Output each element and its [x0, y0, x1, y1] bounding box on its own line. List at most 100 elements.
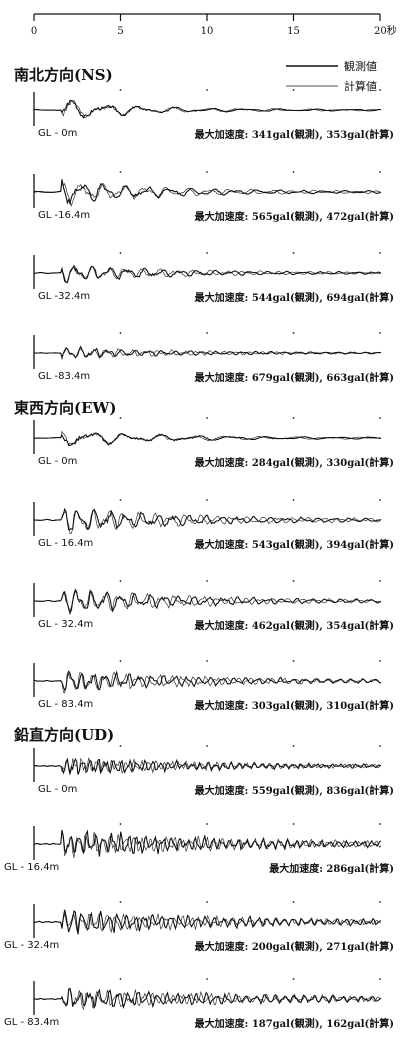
calculated-waveform: [33, 182, 382, 208]
grid-dot: [379, 823, 381, 825]
observed-waveform: [33, 757, 382, 775]
observed-waveform: [33, 507, 382, 531]
peak-acceleration-label: 最大加速度: 303gal(観測), 310gal(計算): [195, 699, 394, 712]
trace-panel: GL - 16.4m 最大加速度: 543gal(観測), 394gal(計算): [33, 499, 394, 551]
grid-dot: [292, 745, 295, 747]
grid-dot: [119, 332, 122, 334]
section-title: 東西方向(EW): [14, 399, 116, 417]
grid-dot: [292, 499, 295, 501]
peak-acceleration-label: 最大加速度: 286gal(計算): [269, 862, 394, 875]
calculated-waveform: [33, 912, 382, 934]
calculated-waveform: [33, 507, 382, 535]
grid-dot: [119, 823, 122, 825]
time-axis: 0 5 10 15 20秒: [31, 13, 397, 37]
depth-label: GL - 32.4m: [38, 619, 93, 630]
grid-dot: [292, 978, 295, 980]
trace-panel: GL -16.4m 最大加速度: 565gal(観測), 472gal(計算): [33, 171, 394, 223]
observed-waveform: [34, 345, 382, 359]
grid-dot: [379, 580, 381, 582]
trace-panel: GL -32.4m 最大加速度: 544gal(観測), 694gal(計算): [33, 252, 394, 304]
trace-panel: GL - 83.4m 最大加速度: 303gal(観測), 310gal(計算): [33, 660, 394, 712]
peak-acceleration-label: 最大加速度: 543gal(観測), 394gal(計算): [195, 538, 394, 551]
trace-panel: GL - 16.4m 最大加速度: 286gal(計算): [4, 823, 394, 875]
calculated-waveform: [33, 829, 382, 859]
grid-dot: [206, 252, 208, 254]
trace-panel: GL - 32.4m 最大加速度: 200gal(観測), 271gal(計算): [4, 901, 394, 953]
grid-dot: [379, 417, 381, 419]
grid-dot: [206, 745, 208, 747]
trace-panel: GL - 32.4m 最大加速度: 462gal(観測), 354gal(計算): [33, 580, 394, 632]
grid-dot: [379, 901, 381, 903]
observed-waveform: [33, 99, 382, 119]
trace-panel: GL - 0m 最大加速度: 284gal(観測), 330gal(計算): [33, 417, 394, 469]
grid-dot: [379, 332, 381, 334]
time-tick-label: 20秒: [374, 24, 397, 37]
grid-dot: [292, 332, 295, 334]
time-tick-label: 15: [287, 26, 300, 37]
trace-panel: GL - 0m 最大加速度: 559gal(観測), 836gal(計算): [33, 745, 394, 797]
peak-acceleration-label: 最大加速度: 679gal(観測), 663gal(計算): [195, 371, 394, 384]
grid-dot: [379, 745, 381, 747]
observed-waveform: [33, 265, 381, 284]
grid-dot: [119, 580, 122, 582]
depth-label: GL - 83.4m: [4, 1017, 59, 1028]
grid-dot: [206, 823, 208, 825]
grid-dot: [292, 89, 295, 91]
peak-acceleration-label: 最大加速度: 284gal(観測), 330gal(計算): [195, 456, 394, 469]
grid-dot: [206, 332, 208, 334]
time-tick-label: 5: [117, 26, 123, 37]
time-tick-label: 10: [201, 26, 214, 37]
depth-label: GL - 32.4m: [4, 940, 59, 951]
peak-acceleration-label: 最大加速度: 565gal(観測), 472gal(計算): [195, 210, 394, 223]
grid-dot: [119, 660, 122, 662]
grid-dot: [119, 171, 122, 173]
grid-dot: [206, 901, 208, 903]
grid-dot: [379, 171, 381, 173]
grid-dot: [119, 901, 122, 903]
peak-acceleration-label: 最大加速度: 187gal(観測), 162gal(計算): [195, 1017, 394, 1030]
peak-acceleration-label: 最大加速度: 462gal(観測), 354gal(計算): [195, 619, 394, 632]
grid-dot: [379, 499, 381, 501]
observed-waveform: [33, 909, 382, 935]
grid-dot: [292, 823, 295, 825]
observed-waveform: [33, 179, 382, 206]
grid-dot: [206, 978, 208, 980]
grid-dot: [206, 580, 208, 582]
depth-label: GL - 16.4m: [4, 862, 59, 873]
trace-panel: GL - 83.4m 最大加速度: 187gal(観測), 162gal(計算): [4, 978, 394, 1030]
time-tick-label: 0: [31, 26, 37, 37]
legend-label: 計算値: [344, 79, 377, 93]
observed-waveform: [33, 588, 382, 615]
grid-dot: [379, 89, 381, 91]
depth-label: GL -32.4m: [38, 291, 90, 302]
depth-label: GL - 0m: [38, 784, 77, 795]
grid-dot: [206, 660, 208, 662]
section-title: 南北方向(NS): [14, 66, 113, 84]
grid-dot: [379, 660, 381, 662]
depth-label: GL -16.4m: [38, 210, 90, 221]
legend-label: 観測値: [344, 59, 377, 73]
peak-acceleration-label: 最大加速度: 341gal(観測), 353gal(計算): [195, 128, 394, 141]
grid-dot: [119, 252, 122, 254]
depth-label: GL -83.4m: [38, 371, 90, 382]
grid-dot: [119, 417, 122, 419]
grid-dot: [379, 252, 381, 254]
grid-dot: [379, 978, 381, 980]
observed-waveform: [33, 829, 382, 857]
observed-waveform: [33, 670, 382, 692]
grid-dot: [292, 171, 295, 173]
sections: 南北方向(NS) GL - 0m 最大加速度: 341gal(観測), 353gal…: [4, 66, 394, 1030]
grid-dot: [119, 499, 122, 501]
grid-dot: [292, 417, 295, 419]
observed-waveform: [33, 987, 382, 1010]
grid-dot: [292, 901, 295, 903]
grid-dot: [206, 89, 208, 91]
calculated-waveform: [34, 99, 382, 119]
trace-panel: GL - 0m 最大加速度: 341gal(観測), 353gal(計算): [33, 89, 394, 141]
calculated-waveform: [33, 671, 382, 694]
trace-panel: GL -83.4m 最大加速度: 679gal(観測), 663gal(計算): [33, 332, 394, 384]
observed-waveform: [34, 432, 382, 446]
grid-dot: [292, 252, 295, 254]
